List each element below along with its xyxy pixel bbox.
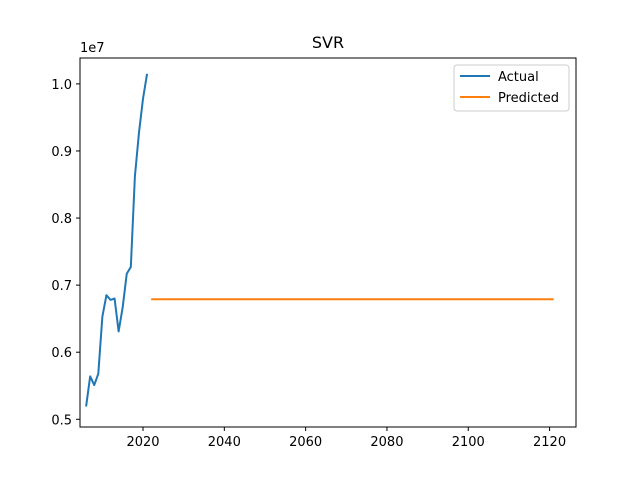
y-tick-label: 0.9 [51,145,72,160]
x-axis: 2020 2040 2060 2080 2100 2120 [126,427,566,450]
x-tick-label: 2060 [289,435,322,450]
legend-label-actual: Actual [498,70,539,85]
legend: Actual Predicted [453,64,570,112]
y-tick-label: 1.0 [51,78,72,93]
y-tick-label: 0.6 [51,346,72,361]
series-line-actual [85,73,149,407]
y-offset-label: 1e7 [80,41,105,56]
plot-frame [79,57,577,428]
x-tick-label: 2040 [208,435,241,450]
x-tick-label: 2020 [126,435,159,450]
y-axis: 0.5 0.6 0.7 0.8 0.9 1.0 [51,78,80,428]
y-tick-label: 0.7 [51,279,72,294]
chart-title: SVR [312,33,344,52]
x-tick-label: 2080 [370,435,403,450]
x-tick-label: 2100 [452,435,485,450]
series-layer [85,73,554,407]
legend-label-predicted: Predicted [498,91,559,106]
y-tick-label: 0.5 [51,413,72,428]
x-tick-label: 2120 [533,435,566,450]
y-tick-label: 0.8 [51,212,72,227]
